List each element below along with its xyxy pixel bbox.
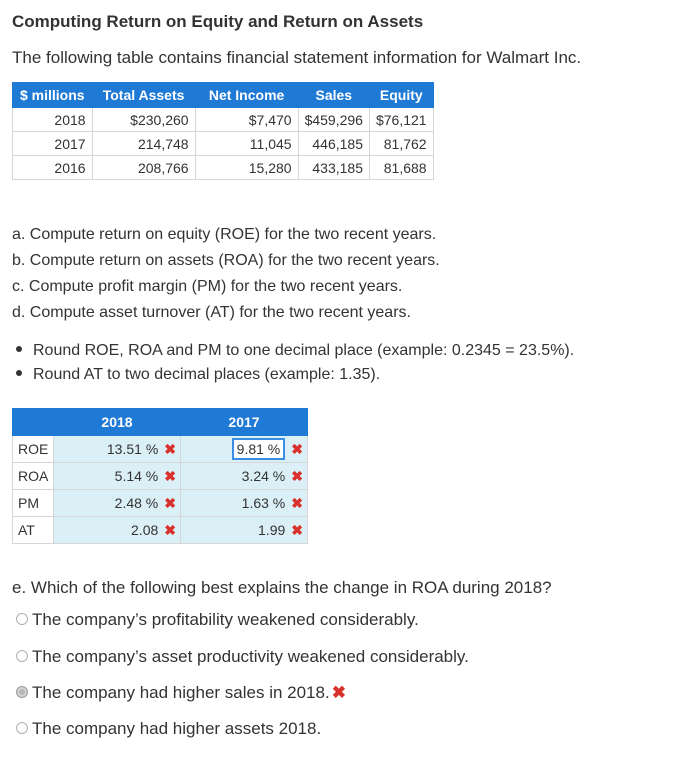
answer-input[interactable]: 3.24 % [241, 467, 286, 484]
answer-row: PM 2.48 % ✖ 1.63 % ✖ [12, 489, 308, 517]
radio-button[interactable] [16, 612, 28, 625]
table-cell: 208,766 [91, 155, 196, 180]
answer-header-row: 2018 2017 [12, 408, 308, 436]
incorrect-icon: ✖ [291, 467, 303, 484]
question-e: e. Which of the following best explains … [12, 578, 552, 597]
answer-input[interactable]: 5.14 % [114, 467, 159, 484]
answer-row: ROE 13.51 % ✖ 9.81 % ✖ [12, 435, 308, 463]
answer-cell[interactable]: 9.81 % ✖ [180, 435, 308, 463]
answer-input[interactable]: 1.63 % [241, 494, 286, 511]
answer-row: AT 2.08 ✖ 1.99 ✖ [12, 516, 308, 544]
answer-input[interactable]: 13.51 % [106, 440, 159, 457]
answer-cell[interactable]: 2.48 % ✖ [53, 489, 181, 517]
table-cell: 2017 [12, 131, 93, 156]
col-header: Equity [368, 82, 434, 108]
bullet-icon [16, 345, 22, 352]
question-c: c. Compute profit margin (PM) for the tw… [12, 278, 403, 295]
table-cell: 2018 [12, 107, 93, 132]
option-label[interactable]: The company had higher sales in 2018. [32, 683, 330, 702]
option-label[interactable]: The company’s profitability weakened con… [32, 610, 419, 629]
answer-cell[interactable]: 13.51 % ✖ [53, 435, 181, 463]
rounding-note: Round AT to two decimal places (example:… [16, 366, 380, 384]
incorrect-icon: ✖ [331, 683, 346, 702]
table-row: 2018 $230,260 $7,470 $459,296 $76,121 [12, 107, 434, 132]
table-cell: 2016 [12, 155, 93, 180]
answer-option[interactable]: The company had higher sales in 2018. ✖ [16, 683, 346, 703]
financial-table: $ millions Total Assets Net Income Sales… [12, 82, 434, 180]
bullet-text: Round ROE, ROA and PM to one decimal pla… [33, 342, 575, 359]
answer-cell[interactable]: 1.63 % ✖ [180, 489, 308, 517]
answer-row: ROA 5.14 % ✖ 3.24 % ✖ [12, 462, 308, 490]
col-header: $ millions [12, 82, 93, 108]
radio-button-selected[interactable] [16, 685, 28, 698]
option-label[interactable]: The company’s asset productivity weakene… [32, 647, 469, 666]
question-d: d. Compute asset turnover (AT) for the t… [12, 304, 411, 321]
answer-option[interactable]: The company’s profitability weakened con… [16, 610, 419, 630]
answer-option[interactable]: The company’s asset productivity weakene… [16, 647, 469, 667]
row-label: AT [12, 516, 54, 544]
table-cell: $459,296 [297, 107, 370, 132]
question-a: a. Compute return on equity (ROE) for th… [12, 226, 437, 243]
incorrect-icon: ✖ [164, 521, 176, 538]
table-cell: $76,121 [368, 107, 434, 132]
answer-input[interactable]: 2.48 % [114, 494, 159, 511]
incorrect-icon: ✖ [291, 441, 303, 457]
answer-input[interactable]: 1.99 [258, 521, 286, 538]
answer-cell[interactable]: 1.99 ✖ [180, 516, 308, 544]
answer-cell[interactable]: 2.08 ✖ [53, 516, 181, 544]
col-header: 2017 [180, 408, 308, 436]
incorrect-icon: ✖ [164, 467, 176, 484]
table-cell: 15,280 [194, 155, 299, 180]
answer-cell[interactable]: 5.14 % ✖ [53, 462, 181, 490]
table-row: 2016 208,766 15,280 433,185 81,688 [12, 155, 434, 180]
intro-text: The following table contains financial s… [12, 48, 582, 67]
answer-cell[interactable]: 3.24 % ✖ [180, 462, 308, 490]
page-title: Computing Return on Equity and Return on… [12, 12, 424, 31]
col-header [12, 408, 54, 436]
question-b: b. Compute return on assets (ROA) for th… [12, 252, 440, 269]
table-cell: 446,185 [297, 131, 370, 156]
answer-input[interactable]: 2.08 [131, 521, 159, 538]
radio-button[interactable] [16, 721, 28, 734]
col-header: Total Assets [91, 82, 196, 108]
table-cell: $7,470 [194, 107, 299, 132]
bullet-text: Round AT to two decimal places (example:… [33, 366, 381, 383]
col-header: Net Income [194, 82, 299, 108]
row-label: PM [12, 489, 54, 517]
rounding-note: Round ROE, ROA and PM to one decimal pla… [16, 342, 574, 360]
answer-table: 2018 2017 ROE 13.51 % ✖ 9.81 % ✖ ROA 5.14 … [12, 408, 308, 544]
table-cell: 433,185 [297, 155, 370, 180]
table-cell: 11,045 [194, 131, 299, 156]
radio-button[interactable] [16, 649, 28, 662]
table-cell: $230,260 [91, 107, 196, 132]
table-cell: 81,762 [368, 131, 434, 156]
table-cell: 214,748 [91, 131, 196, 156]
bullet-icon [16, 369, 22, 376]
option-label[interactable]: The company had higher assets 2018. [32, 719, 322, 738]
row-label: ROE [12, 435, 54, 463]
table-row: 2017 214,748 11,045 446,185 81,762 [12, 131, 434, 156]
incorrect-icon: ✖ [164, 440, 176, 457]
incorrect-icon: ✖ [291, 521, 303, 538]
answer-option[interactable]: The company had higher assets 2018. [16, 719, 321, 739]
answer-input[interactable]: 9.81 % [231, 438, 286, 460]
table-cell: 81,688 [368, 155, 434, 180]
incorrect-icon: ✖ [164, 494, 176, 511]
row-label: ROA [12, 462, 54, 490]
col-header: 2018 [53, 408, 181, 436]
col-header: Sales [297, 82, 370, 108]
incorrect-icon: ✖ [291, 494, 303, 511]
table-header-row: $ millions Total Assets Net Income Sales… [12, 82, 434, 108]
